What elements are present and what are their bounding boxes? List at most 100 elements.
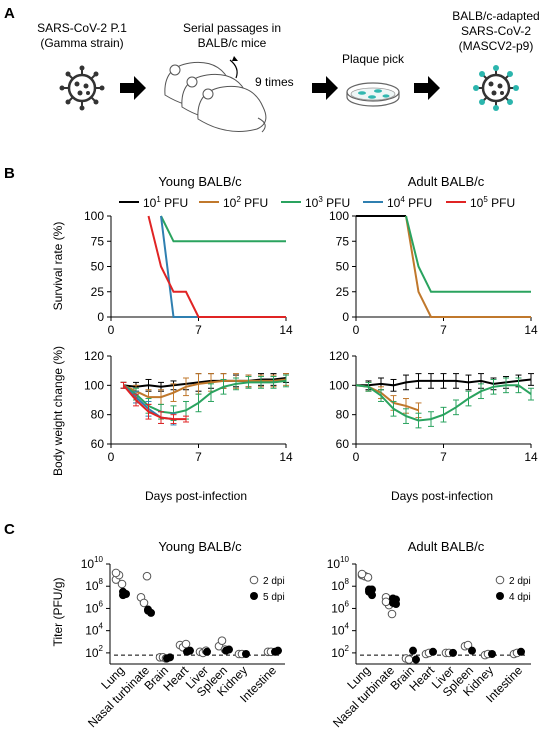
x-tick-label: 0 <box>353 323 360 337</box>
y-tick-label: 25 <box>91 285 105 299</box>
titer-point-late <box>166 653 174 662</box>
titer-ylabel: Titer (PFU/g) <box>51 578 65 647</box>
y-tick-label: 108 <box>331 577 349 593</box>
y-tick-label: 0 <box>342 310 349 324</box>
titer-point-late <box>368 585 376 594</box>
line-chart: 0 25 50 75 100 0 7 14 <box>329 209 538 337</box>
y-tick-label: 100 <box>84 209 104 223</box>
titer-point-2dpi <box>381 597 391 607</box>
legend-label: 104 PFU <box>387 195 432 210</box>
x-tick-label: 14 <box>279 450 293 464</box>
xlabel-adult: Days post-infection <box>391 489 493 503</box>
y-tick-label: 104 <box>331 622 349 638</box>
line-chart: 0 25 50 75 100 0 7 14 <box>84 209 293 337</box>
weight-ylabel: Body weight change (%) <box>51 346 65 476</box>
series-line <box>147 215 286 318</box>
x-tick-label: 0 <box>108 450 115 464</box>
y-tick-label: 120 <box>84 349 104 363</box>
titer-point-late <box>144 605 152 614</box>
titer-point-2dpi <box>217 636 227 645</box>
xlabel-young: Days post-infection <box>145 489 247 503</box>
titer-point-late <box>203 647 211 656</box>
legend-2dpi-young: 2 dpi <box>263 576 285 587</box>
series-line <box>122 384 186 421</box>
y-tick-label: 50 <box>91 260 105 274</box>
mice-icon <box>164 56 267 133</box>
survival-ylabel: Survival rate (%) <box>51 222 65 311</box>
titer-point-2dpi <box>387 609 397 619</box>
series-line <box>160 215 286 243</box>
series-line <box>355 384 532 422</box>
titer-point-late <box>517 647 525 656</box>
line-chart: 60 80 100 120 0 7 14 <box>84 349 293 464</box>
titer-point-2dpi <box>142 571 152 581</box>
young-title-c: Young BALB/c <box>158 539 242 554</box>
y-tick-label: 0 <box>97 310 104 324</box>
y-tick-label: 60 <box>336 437 350 451</box>
x-tick-label: 14 <box>524 323 538 337</box>
line-chart: 60 80 100 120 0 7 14 <box>329 349 538 464</box>
legend-4dpi: 4 dpi <box>509 592 531 603</box>
series-line <box>160 215 286 318</box>
x-tick-label: 7 <box>195 450 202 464</box>
series-line <box>405 215 531 293</box>
legend-c-young: 2 dpi 5 dpi <box>249 575 285 603</box>
series-line <box>122 379 287 415</box>
step4-line2: SARS-CoV-2 <box>461 24 531 38</box>
step3-label: Plaque pick <box>342 52 405 66</box>
adult-title-c: Adult BALB/c <box>408 539 485 554</box>
titer-point-late <box>225 645 233 654</box>
dose-legend: 101 PFU 102 PFU 103 PFU 104 PFU 105 PFU <box>119 195 515 210</box>
titer-point-2dpi <box>463 640 473 650</box>
titer-point-late <box>186 646 194 655</box>
legend-label: 103 PFU <box>305 195 350 210</box>
step4-line3: (MASCV2-p9) <box>459 39 534 53</box>
x-tick-label: 0 <box>108 323 115 337</box>
x-tick-label: 14 <box>279 323 293 337</box>
y-tick-label: 1010 <box>327 555 350 571</box>
arrow-icon <box>120 76 146 100</box>
step2-line2: BALB/c mice <box>198 36 267 50</box>
titer-point-late <box>119 591 127 600</box>
titer-point-late <box>242 650 250 658</box>
charts: 0 25 50 75 100 0 7 14 0 25 50 75 100 0 7 14 60 80 100 120 0 7… <box>81 209 538 730</box>
y-tick-label: 102 <box>331 644 349 660</box>
y-tick-label: 75 <box>336 234 350 248</box>
x-tick-label: 7 <box>440 450 447 464</box>
petri-dish-icon <box>346 82 400 107</box>
titer-point-2dpi <box>181 639 191 649</box>
y-tick-label: 100 <box>84 378 104 392</box>
step2-line1: Serial passages in <box>183 21 281 35</box>
legend-5dpi: 5 dpi <box>263 592 285 603</box>
arrow-icon <box>414 76 440 100</box>
series-line <box>123 378 287 399</box>
virus-icon-gamma <box>59 65 105 111</box>
x-tick-label: 14 <box>524 450 538 464</box>
series-line <box>405 215 531 318</box>
titer-point-2dpi <box>117 579 127 589</box>
titer-point-2dpi <box>111 568 121 578</box>
panel-c-label: C <box>4 521 15 538</box>
step4-line1: BALB/c-adapted <box>452 9 539 23</box>
titer-point-late <box>274 646 282 655</box>
y-tick-label: 104 <box>85 622 103 638</box>
y-tick-label: 120 <box>329 349 349 363</box>
x-tick-label: 7 <box>195 323 202 337</box>
titer-point-late <box>488 650 496 658</box>
young-title-b: Young BALB/c <box>158 174 242 189</box>
y-tick-label: 100 <box>329 209 349 223</box>
series-line <box>356 378 532 387</box>
titer-point-late <box>449 648 457 657</box>
panel-a-label: A <box>4 5 15 22</box>
y-tick-label: 60 <box>91 437 105 451</box>
x-tick-label: 0 <box>353 450 360 464</box>
y-tick-label: 75 <box>91 234 105 248</box>
y-tick-label: 108 <box>85 577 103 593</box>
titer-point-late <box>468 646 476 655</box>
legend-label: 101 PFU <box>143 195 188 210</box>
y-tick-label: 100 <box>329 378 349 392</box>
passage-times: 9 times <box>255 75 294 89</box>
arrow-icon <box>312 76 338 100</box>
titer-point-late <box>429 647 437 656</box>
